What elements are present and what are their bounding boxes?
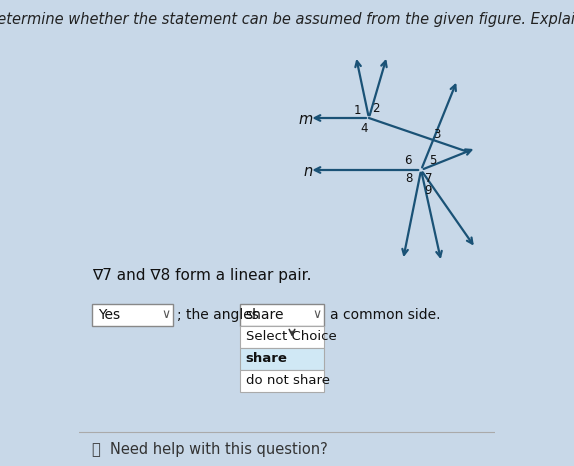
Text: 6: 6 <box>404 153 412 166</box>
Text: 8: 8 <box>405 172 413 185</box>
Text: Select Choice: Select Choice <box>246 330 336 343</box>
Text: 3: 3 <box>433 129 441 142</box>
Text: m: m <box>298 111 312 126</box>
Text: share: share <box>246 308 284 322</box>
Text: 2: 2 <box>373 102 380 115</box>
Text: a common side.: a common side. <box>329 308 440 322</box>
Text: 9: 9 <box>425 185 432 198</box>
Text: ∨: ∨ <box>161 308 170 322</box>
Text: n: n <box>303 164 312 178</box>
Text: 4: 4 <box>360 122 367 135</box>
FancyBboxPatch shape <box>92 304 173 326</box>
Text: Determine whether the statement can be assumed from the given figure. Explain.: Determine whether the statement can be a… <box>0 12 574 27</box>
FancyBboxPatch shape <box>240 348 324 370</box>
Text: ∨: ∨ <box>312 308 321 322</box>
FancyBboxPatch shape <box>240 304 324 326</box>
Text: Yes: Yes <box>98 308 120 322</box>
Text: ∇7 and ∇8 form a linear pair.: ∇7 and ∇8 form a linear pair. <box>92 268 312 283</box>
Text: ⓘ  Need help with this question?: ⓘ Need help with this question? <box>92 442 328 457</box>
Text: 1: 1 <box>354 104 361 117</box>
Text: 7: 7 <box>425 171 432 185</box>
Text: do not share: do not share <box>246 375 329 388</box>
FancyBboxPatch shape <box>240 370 324 392</box>
Text: ; the angles: ; the angles <box>177 308 259 322</box>
Text: 5: 5 <box>429 153 436 166</box>
FancyBboxPatch shape <box>240 326 324 348</box>
Text: share: share <box>246 352 288 365</box>
